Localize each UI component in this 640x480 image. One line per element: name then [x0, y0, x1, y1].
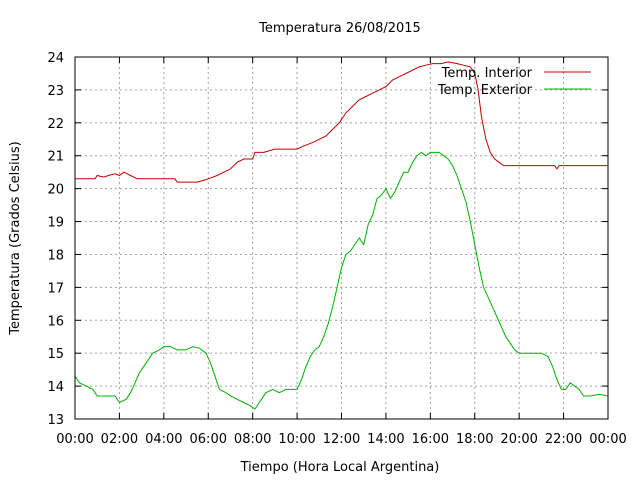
- y-tick-label: 19: [47, 216, 64, 231]
- y-tick-label: 22: [47, 117, 64, 132]
- x-tick-labels: 00:00 02:00 04:00 06:00 08:00 10:00 12:00 14:00…: [56, 432, 626, 447]
- y-axis-label: Temperatura (Grados Celsius): [8, 141, 23, 335]
- grid-lines: [75, 57, 608, 419]
- x-tick-label: 00:00: [56, 432, 93, 447]
- series-line-exterior: [74, 151, 609, 410]
- x-tick-label: 18:00: [456, 432, 493, 447]
- x-tick-label: 08:00: [234, 432, 271, 447]
- x-tick-label: 20:00: [500, 432, 537, 447]
- x-tick-label: 10:00: [278, 432, 315, 447]
- y-tick-label: 16: [47, 314, 64, 329]
- x-tick-label: 16:00: [412, 432, 449, 447]
- y-tick-label: 21: [47, 150, 64, 165]
- x-tick-label: 02:00: [101, 432, 138, 447]
- y-tick-label: 17: [47, 281, 64, 296]
- legend: Temp. Interior Temp. Exterior: [437, 66, 591, 98]
- x-tick-label: 12:00: [323, 432, 360, 447]
- y-tick-label: 20: [47, 183, 64, 198]
- chart-title: Temperatura 26/08/2015: [258, 21, 421, 36]
- series-layer: [74, 61, 609, 410]
- y-tick-label: 24: [47, 51, 64, 66]
- x-tick-label: 06:00: [190, 432, 227, 447]
- y-tick-label: 13: [47, 413, 64, 428]
- y-tick-labels: 13 14 15 16 17 18 19 20 21 22 23 24: [47, 51, 64, 428]
- y-tick-label: 15: [47, 347, 64, 362]
- x-tick-label: 14:00: [367, 432, 404, 447]
- axis-ticks: [74, 56, 609, 420]
- series-line-interior: [75, 61, 608, 183]
- legend-label: Temp. Interior: [441, 66, 533, 81]
- legend-label: Temp. Exterior: [437, 83, 533, 98]
- y-tick-label: 14: [47, 380, 64, 395]
- x-axis-label: Tiempo (Hora Local Argentina): [240, 460, 440, 475]
- y-tick-label: 23: [47, 84, 64, 99]
- y-tick-label: 18: [47, 248, 64, 263]
- x-tick-label: 22:00: [545, 432, 582, 447]
- x-tick-label: 00:00: [589, 432, 626, 447]
- x-tick-label: 04:00: [145, 432, 182, 447]
